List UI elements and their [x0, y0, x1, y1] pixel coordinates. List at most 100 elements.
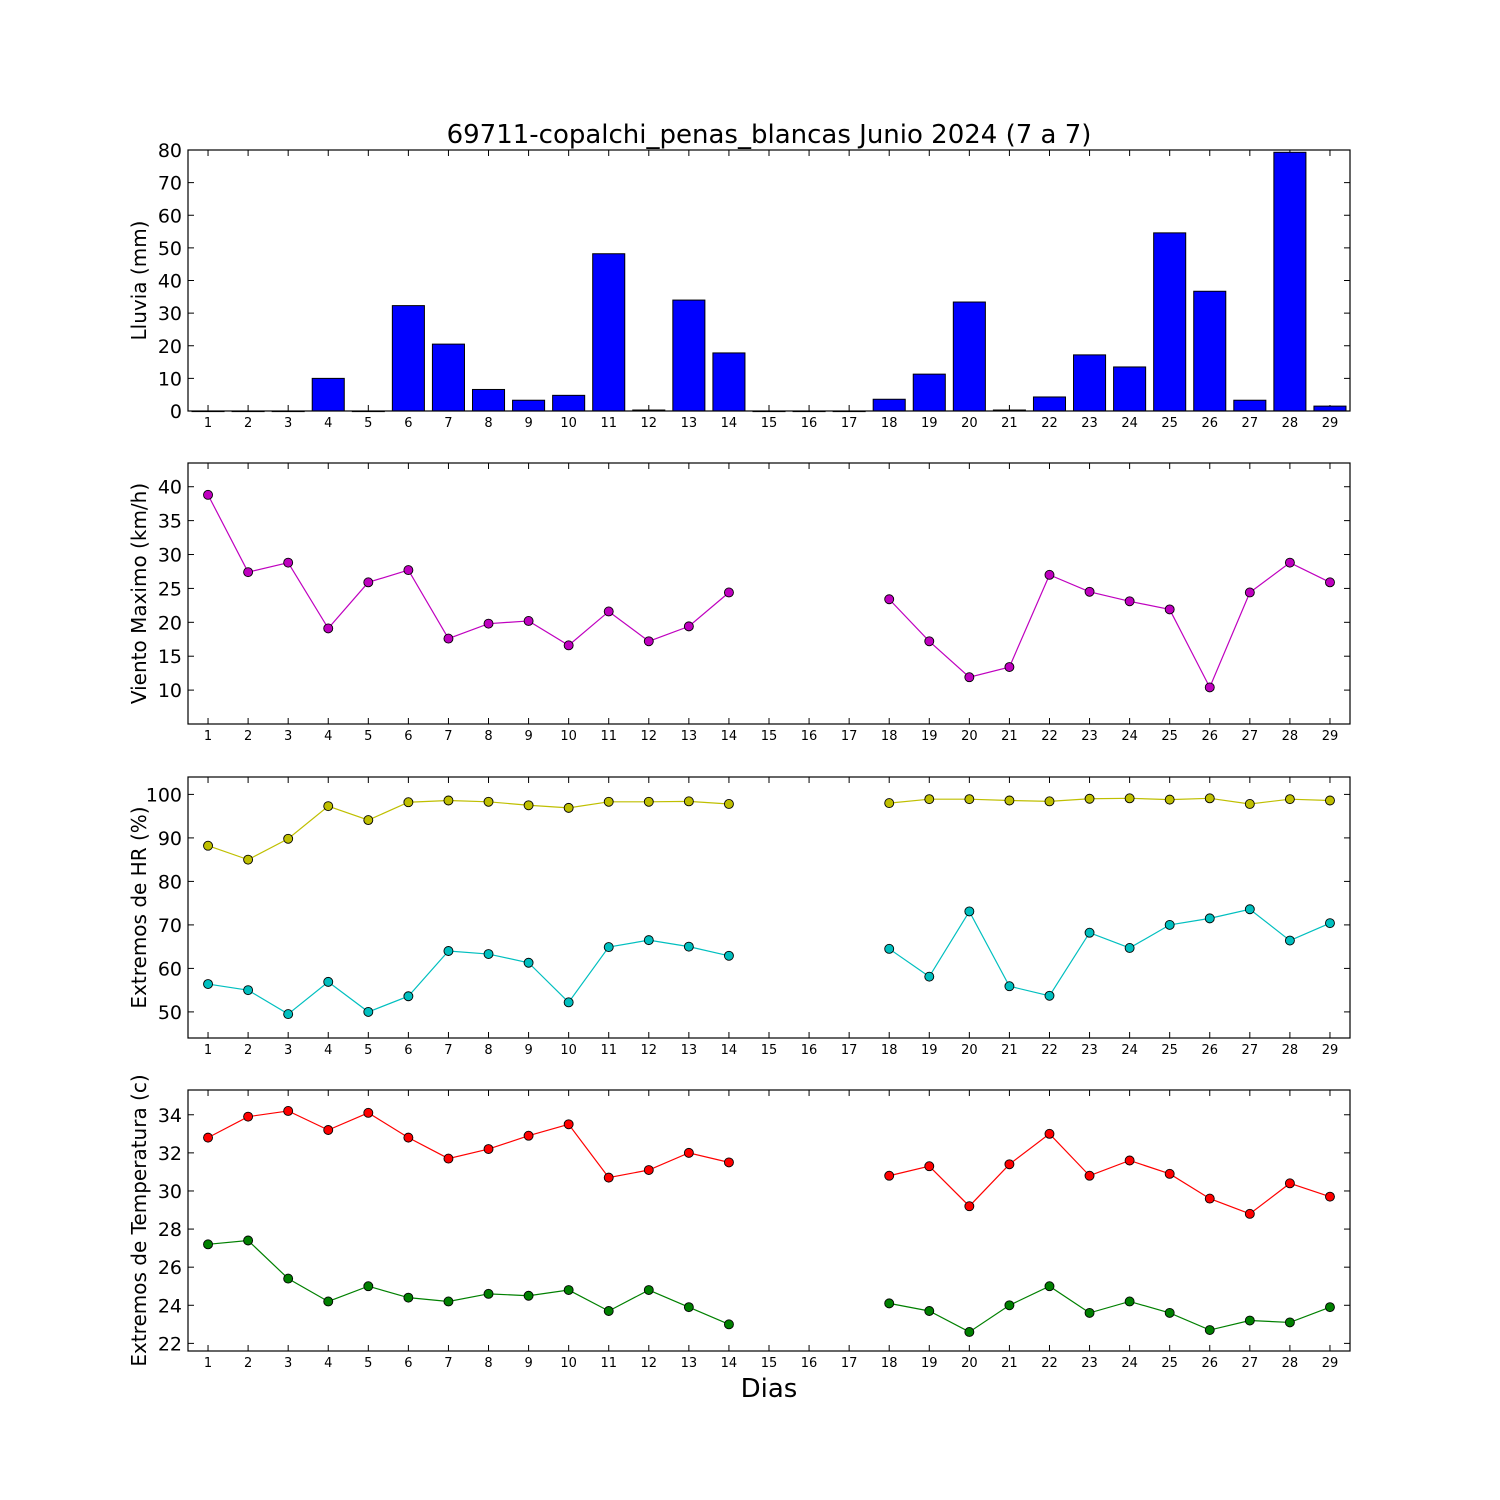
x-tick-label: 6	[404, 1356, 412, 1371]
x-axis-label: Dias	[741, 1374, 798, 1404]
data-point	[563, 1119, 574, 1130]
x-tick-label: 20	[961, 729, 978, 744]
x-tick-label: 1	[204, 1043, 212, 1058]
x-tick-label: 23	[1081, 1043, 1098, 1058]
x-tick-label: 14	[721, 416, 738, 431]
x-tick-label: 25	[1161, 1043, 1178, 1058]
x-tick-label: 20	[961, 1043, 978, 1058]
data-point	[363, 1107, 374, 1118]
data-point	[243, 985, 254, 996]
x-tick-label: 29	[1322, 1043, 1339, 1058]
data-point	[1284, 1178, 1295, 1189]
y-tick-label: 100	[146, 784, 182, 806]
x-tick-label: 13	[681, 1043, 698, 1058]
data-point	[483, 1288, 494, 1299]
data-point	[563, 802, 574, 813]
data-point	[924, 1161, 935, 1172]
chart-title: 69711-copalchi_penas_blancas Junio 2024 …	[447, 120, 1092, 150]
data-point	[203, 489, 213, 500]
x-tick-label: 7	[444, 729, 452, 744]
x-tick-label: 18	[881, 416, 898, 431]
y-tick-label: 30	[158, 545, 182, 567]
y-axis-label: Extremos de Temperatura (c)	[127, 1074, 151, 1366]
data-point	[283, 557, 294, 568]
data-point	[964, 672, 975, 683]
series-line	[889, 1133, 1331, 1215]
x-tick-label: 8	[484, 1043, 492, 1058]
series-line	[889, 797, 1330, 805]
bar	[431, 343, 465, 412]
data-point	[1204, 913, 1215, 924]
x-tick-label: 11	[600, 729, 617, 744]
series-line	[207, 494, 730, 647]
data-point	[1284, 935, 1295, 946]
x-tick-label: 3	[284, 1356, 292, 1371]
x-tick-label: 22	[1041, 1043, 1058, 1058]
data-point	[643, 935, 654, 946]
data-point	[1124, 793, 1135, 804]
x-tick-label: 19	[921, 1043, 938, 1058]
x-tick-label: 15	[761, 1043, 778, 1058]
bar	[592, 253, 626, 412]
data-point	[683, 1302, 694, 1313]
data-point	[1084, 793, 1095, 804]
x-tick-label: 28	[1282, 1356, 1299, 1371]
y-axis-label: Extremos de HR (%)	[127, 806, 151, 1008]
data-point	[884, 1298, 895, 1309]
data-point	[643, 636, 654, 647]
data-point	[323, 1296, 334, 1307]
x-tick-label: 4	[324, 1356, 332, 1371]
data-point	[363, 815, 374, 826]
data-point	[1004, 1159, 1015, 1170]
x-tick-label: 7	[444, 1043, 452, 1058]
x-tick-label: 11	[600, 1356, 617, 1371]
data-point	[723, 587, 734, 598]
x-tick-label: 3	[284, 1043, 292, 1058]
x-tick-label: 19	[921, 416, 938, 431]
data-point	[443, 1296, 454, 1307]
data-point	[964, 794, 975, 805]
data-point	[323, 623, 334, 634]
y-axis-label: Lluvia (mm)	[127, 221, 151, 341]
bar	[672, 299, 706, 412]
x-tick-label: 5	[364, 1043, 372, 1058]
x-tick-label: 13	[681, 729, 698, 744]
y-tick-label: 90	[158, 828, 182, 850]
x-tick-label: 13	[681, 416, 698, 431]
series-line	[888, 561, 1331, 689]
x-tick-label: 18	[881, 1356, 898, 1371]
data-point	[1004, 795, 1015, 806]
data-point	[643, 796, 654, 807]
x-tick-label: 26	[1201, 1356, 1218, 1371]
data-point	[203, 979, 213, 990]
data-point	[1244, 587, 1255, 598]
data-point	[243, 567, 254, 578]
y-tick-label: 25	[158, 578, 182, 600]
data-point	[323, 976, 334, 987]
x-tick-label: 17	[841, 729, 858, 744]
data-point	[1044, 569, 1055, 580]
x-tick-label: 17	[841, 1043, 858, 1058]
data-point	[1084, 1307, 1095, 1318]
x-tick-label: 4	[324, 416, 332, 431]
data-point	[964, 1201, 975, 1212]
bar	[1032, 396, 1067, 412]
data-point	[683, 1147, 694, 1158]
data-point	[243, 854, 254, 865]
x-tick-label: 14	[721, 729, 738, 744]
y-tick-label: 28	[158, 1219, 182, 1241]
bar	[1233, 399, 1267, 412]
series-line	[888, 908, 1331, 997]
x-tick-label: 27	[1242, 729, 1259, 744]
data-point	[1084, 1170, 1095, 1181]
x-tick-label: 3	[284, 416, 292, 431]
data-point	[1164, 1168, 1175, 1179]
data-point	[363, 1281, 374, 1292]
y-tick-label: 22	[158, 1333, 182, 1355]
x-tick-label: 25	[1161, 416, 1178, 431]
y-tick-label: 60	[158, 205, 182, 227]
data-point	[243, 1235, 254, 1246]
data-point	[283, 1009, 294, 1020]
data-point	[643, 1285, 654, 1295]
